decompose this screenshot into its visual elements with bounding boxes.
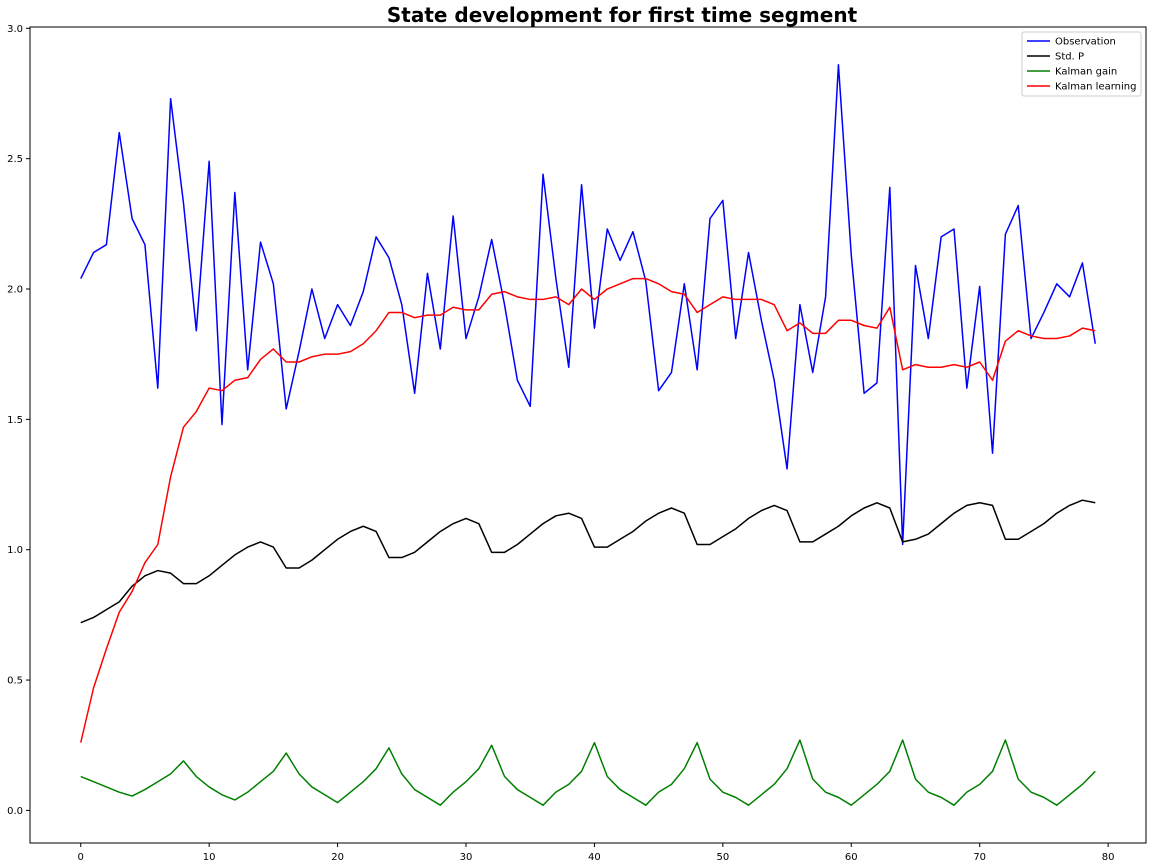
legend-box <box>1021 31 1142 97</box>
y-tick-label: 2.0 <box>7 285 23 296</box>
legend: Observation Std. P Kalman gain Kalman learn… <box>1021 31 1142 97</box>
legend-item-std-p: Std. P <box>1027 52 1084 63</box>
x-tick-label: 60 <box>845 852 858 863</box>
series-observation <box>80 64 1097 546</box>
y-tick-label: 1.5 <box>7 415 23 426</box>
y-tick-label: 3.0 <box>7 24 23 35</box>
x-tick-label: 80 <box>1102 852 1115 863</box>
legend-item-kalman-gain: Kalman gain <box>1027 67 1117 78</box>
legend-item-observation: Observation <box>1027 37 1116 48</box>
plot-area <box>29 26 1147 844</box>
x-axis: 0 10 20 30 40 50 60 70 80 <box>78 843 1115 863</box>
legend-item-kalman-learning: Kalman learning <box>1027 82 1136 93</box>
x-tick-label: 40 <box>588 852 601 863</box>
chart-title: State development for first time segment <box>387 3 858 27</box>
x-tick-label: 70 <box>973 852 986 863</box>
x-tick-label: 30 <box>460 852 473 863</box>
legend-label: Kalman learning <box>1055 82 1136 93</box>
y-tick-label: 2.5 <box>7 154 23 165</box>
series-line-std-p <box>80 499 1096 624</box>
y-tick-label: 1.0 <box>7 545 23 556</box>
legend-label: Observation <box>1055 37 1116 48</box>
y-axis: 0.0 0.5 1.0 1.5 2.0 2.5 3.0 <box>7 24 30 817</box>
series-line-kalman-learning <box>79 277 1096 743</box>
series-kalman-learning <box>79 277 1096 743</box>
x-tick-label: 50 <box>716 852 729 863</box>
y-tick-label: 0.5 <box>7 676 23 687</box>
series-line-kalman-gain <box>80 739 1096 806</box>
series-line-observation <box>80 64 1097 546</box>
series-std-p <box>80 499 1096 624</box>
x-tick-label: 0 <box>78 852 84 863</box>
series-group <box>79 64 1097 806</box>
legend-label: Kalman gain <box>1055 67 1117 78</box>
plot-frame <box>29 26 1147 844</box>
x-tick-label: 20 <box>331 852 344 863</box>
x-tick-label: 10 <box>203 852 216 863</box>
y-tick-label: 0.0 <box>7 806 23 817</box>
series-kalman-gain <box>80 739 1096 806</box>
legend-label: Std. P <box>1055 52 1084 63</box>
